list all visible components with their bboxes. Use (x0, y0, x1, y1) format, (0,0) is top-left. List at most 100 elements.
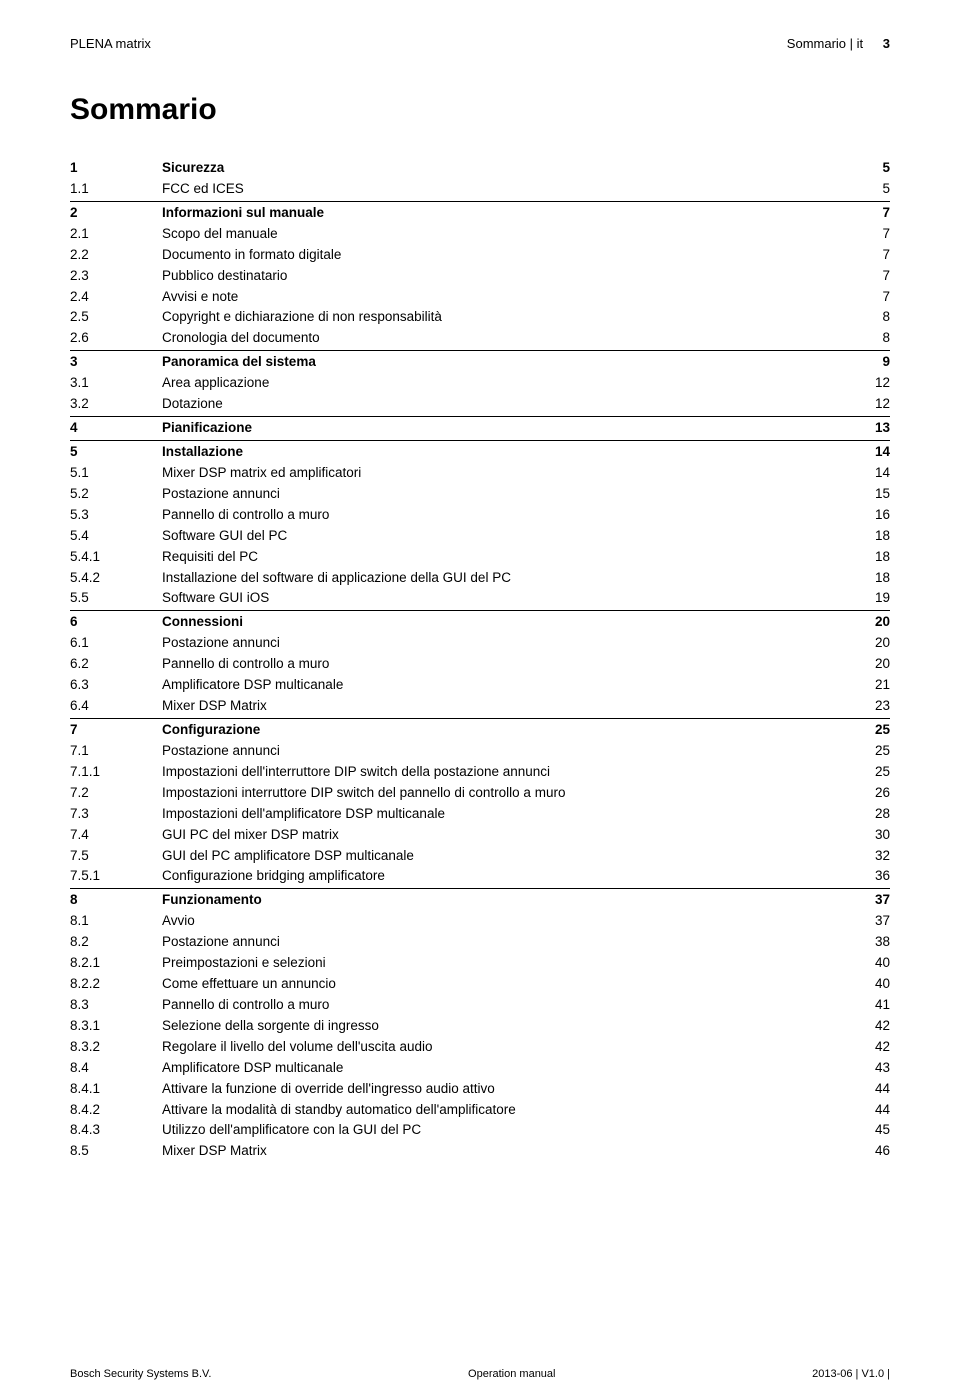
toc-entry-title: Postazione annunci (162, 484, 850, 505)
toc-entry-title: FCC ed ICES (162, 179, 850, 200)
toc-row[interactable]: 5.2Postazione annunci15 (70, 484, 890, 505)
toc-row[interactable]: 8.2Postazione annunci38 (70, 932, 890, 953)
toc-row[interactable]: 6.3Amplificatore DSP multicanale21 (70, 675, 890, 696)
toc-entry-title: Amplificatore DSP multicanale (162, 675, 850, 696)
toc-row[interactable]: 6.1Postazione annunci20 (70, 633, 890, 654)
toc-entry-title: Preimpostazioni e selezioni (162, 953, 850, 974)
toc-row[interactable]: 8.4Amplificatore DSP multicanale43 (70, 1058, 890, 1079)
toc-entry-number: 7.2 (70, 783, 162, 804)
toc-entry-number: 6 (70, 612, 162, 633)
toc-entry-page: 14 (850, 442, 890, 463)
toc-entry-number: 7.5.1 (70, 866, 162, 887)
toc-row[interactable]: 3Panoramica del sistema9 (70, 350, 890, 373)
toc-entry-title: Attivare la modalità di standby automati… (162, 1100, 850, 1121)
toc-entry-number: 2.1 (70, 224, 162, 245)
toc-row[interactable]: 5.4Software GUI del PC18 (70, 526, 890, 547)
toc-entry-number: 5.1 (70, 463, 162, 484)
toc-entry-page: 26 (850, 783, 890, 804)
toc-row[interactable]: 7.4GUI PC del mixer DSP matrix30 (70, 825, 890, 846)
toc-row[interactable]: 2.2Documento in formato digitale7 (70, 245, 890, 266)
toc-entry-page: 8 (850, 328, 890, 349)
toc-entry-page: 16 (850, 505, 890, 526)
toc-entry-page: 12 (850, 373, 890, 394)
toc-row[interactable]: 7.1Postazione annunci25 (70, 741, 890, 762)
toc-entry-title: Installazione (162, 442, 850, 463)
toc-entry-title: Cronologia del documento (162, 328, 850, 349)
toc-entry-number: 8.3.1 (70, 1016, 162, 1037)
toc-entry-number: 5.2 (70, 484, 162, 505)
toc-row[interactable]: 7Configurazione25 (70, 718, 890, 741)
toc-row[interactable]: 8.4.1Attivare la funzione di override de… (70, 1079, 890, 1100)
toc-entry-number: 2.4 (70, 287, 162, 308)
toc-row[interactable]: 8.5Mixer DSP Matrix46 (70, 1141, 890, 1162)
toc-row[interactable]: 7.5.1Configurazione bridging amplificato… (70, 866, 890, 887)
toc-entry-title: Amplificatore DSP multicanale (162, 1058, 850, 1079)
toc-entry-title: Impostazioni interruttore DIP switch del… (162, 783, 850, 804)
toc-row[interactable]: 8.1Avvio37 (70, 911, 890, 932)
toc-row[interactable]: 2.5Copyright e dichiarazione di non resp… (70, 307, 890, 328)
toc-entry-title: Connessioni (162, 612, 850, 633)
toc-row[interactable]: 8.3.2Regolare il livello del volume dell… (70, 1037, 890, 1058)
toc-row[interactable]: 5.3Pannello di controllo a muro16 (70, 505, 890, 526)
toc-entry-number: 5 (70, 442, 162, 463)
toc-entry-number: 3.1 (70, 373, 162, 394)
toc-entry-number: 6.3 (70, 675, 162, 696)
toc-row[interactable]: 8.4.3Utilizzo dell'amplificatore con la … (70, 1120, 890, 1141)
toc-entry-page: 40 (850, 953, 890, 974)
toc-row[interactable]: 6.4Mixer DSP Matrix23 (70, 696, 890, 717)
toc-entry-number: 8.4.3 (70, 1120, 162, 1141)
toc-entry-title: Avvisi e note (162, 287, 850, 308)
toc-row[interactable]: 2Informazioni sul manuale7 (70, 201, 890, 224)
toc-entry-title: Postazione annunci (162, 741, 850, 762)
toc-row[interactable]: 1Sicurezza5 (70, 157, 890, 179)
toc-entry-title: Pianificazione (162, 418, 850, 439)
toc-entry-title: Scopo del manuale (162, 224, 850, 245)
toc-entry-number: 7.3 (70, 804, 162, 825)
toc-row[interactable]: 3.1Area applicazione12 (70, 373, 890, 394)
toc-entry-number: 2.5 (70, 307, 162, 328)
toc-entry-page: 12 (850, 394, 890, 415)
toc-row[interactable]: 1.1FCC ed ICES5 (70, 179, 890, 200)
toc-row[interactable]: 7.5GUI del PC amplificatore DSP multican… (70, 846, 890, 867)
toc-entry-number: 7 (70, 720, 162, 741)
toc-row[interactable]: 3.2Dotazione12 (70, 394, 890, 415)
toc-row[interactable]: 7.1.1Impostazioni dell'interruttore DIP … (70, 762, 890, 783)
footer-center: Operation manual (468, 1368, 555, 1380)
toc-entry-number: 1 (70, 158, 162, 179)
toc-entry-title: Area applicazione (162, 373, 850, 394)
toc-entry-title: Selezione della sorgente di ingresso (162, 1016, 850, 1037)
toc-row[interactable]: 7.3Impostazioni dell'amplificatore DSP m… (70, 804, 890, 825)
toc-row[interactable]: 5.4.2Installazione del software di appli… (70, 568, 890, 589)
toc-row[interactable]: 5.4.1Requisiti del PC18 (70, 547, 890, 568)
toc-entry-page: 38 (850, 932, 890, 953)
toc-entry-number: 8.2.2 (70, 974, 162, 995)
toc-row[interactable]: 8.4.2Attivare la modalità di standby aut… (70, 1100, 890, 1121)
toc-row[interactable]: 2.3Pubblico destinatario7 (70, 266, 890, 287)
toc-row[interactable]: 7.2Impostazioni interruttore DIP switch … (70, 783, 890, 804)
toc-entry-title: Pannello di controllo a muro (162, 654, 850, 675)
toc-row[interactable]: 2.4Avvisi e note7 (70, 287, 890, 308)
toc-entry-title: Postazione annunci (162, 932, 850, 953)
toc-row[interactable]: 5Installazione14 (70, 440, 890, 463)
toc-entry-page: 45 (850, 1120, 890, 1141)
toc-entry-title: Mixer DSP matrix ed amplificatori (162, 463, 850, 484)
toc-row[interactable]: 8.3.1Selezione della sorgente di ingress… (70, 1016, 890, 1037)
toc-entry-title: Impostazioni dell'amplificatore DSP mult… (162, 804, 850, 825)
toc-row[interactable]: 6Connessioni20 (70, 610, 890, 633)
toc-row[interactable]: 8.3Pannello di controllo a muro41 (70, 995, 890, 1016)
toc-entry-page: 42 (850, 1037, 890, 1058)
toc-entry-title: Impostazioni dell'interruttore DIP switc… (162, 762, 850, 783)
toc-entry-number: 7.4 (70, 825, 162, 846)
toc-row[interactable]: 4Pianificazione13 (70, 416, 890, 439)
toc-row[interactable]: 8Funzionamento37 (70, 888, 890, 911)
toc-entry-title: Software GUI iOS (162, 588, 850, 609)
toc-row[interactable]: 8.2.2Come effettuare un annuncio40 (70, 974, 890, 995)
toc-entry-page: 9 (850, 352, 890, 373)
toc-row[interactable]: 5.5Software GUI iOS19 (70, 588, 890, 609)
toc-row[interactable]: 6.2Pannello di controllo a muro20 (70, 654, 890, 675)
toc-row[interactable]: 5.1Mixer DSP matrix ed amplificatori14 (70, 463, 890, 484)
toc-entry-number: 5.4.1 (70, 547, 162, 568)
toc-row[interactable]: 2.6Cronologia del documento8 (70, 328, 890, 349)
toc-row[interactable]: 2.1Scopo del manuale7 (70, 224, 890, 245)
toc-row[interactable]: 8.2.1Preimpostazioni e selezioni40 (70, 953, 890, 974)
